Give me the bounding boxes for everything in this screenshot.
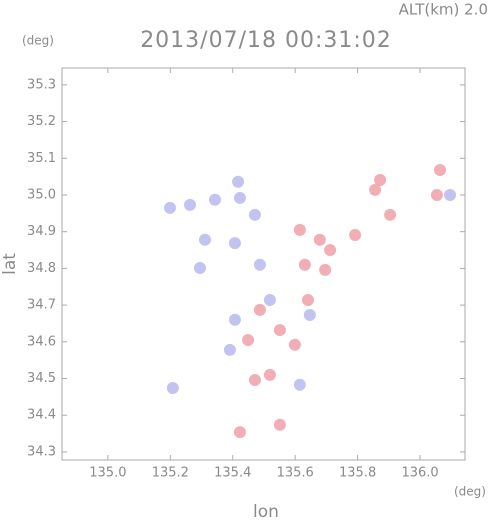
radar-echo [288,338,301,351]
x-tick-label: 135.6 [277,466,314,481]
y-axis-label: lat [0,253,20,275]
radar-echo [293,223,306,236]
x-unit: (deg) [454,485,486,499]
radar-echo [248,373,261,386]
radar-echo [228,313,241,326]
y-tick-label: 35.3 [27,77,56,92]
y-tick-label: 34.8 [27,261,56,276]
y-tick-label: 35.2 [27,114,56,129]
y-tick-label: 35.1 [27,151,56,166]
x-tick-label: 135.0 [89,466,126,481]
radar-echo [183,198,196,211]
radar-echo [273,324,286,337]
radar-echo [232,175,245,188]
x-tick-label: 135.4 [214,466,251,481]
radar-echo [263,293,276,306]
radar-echo [198,233,211,246]
radar-echo [233,191,246,204]
radar-echo [324,244,337,257]
radar-echo [444,188,457,201]
radar-echo [228,237,241,250]
y-tick-label: 34.7 [27,298,56,313]
radar-echo [164,201,177,214]
radar-echo [223,343,236,356]
x-tick-label: 135.2 [152,466,189,481]
radar-echo [301,293,314,306]
radar-echo [384,208,397,221]
y-tick-label: 34.4 [27,408,56,423]
x-tick-label: 136.0 [401,466,438,481]
radar-echo [303,309,316,322]
x-axis-label: lon [253,502,279,521]
plot-frame [61,67,466,461]
radar-echo [193,262,206,275]
y-tick-label: 34.9 [27,224,56,239]
radar-echo [293,378,306,391]
radar-echo [434,164,447,177]
subtitle: ALT(km) 2.0 [399,1,488,19]
radar-echo [166,382,179,395]
radar-echo [208,193,221,206]
y-tick-label: 34.3 [27,444,56,459]
y-tick-label: 34.6 [27,334,56,349]
radar-echo [273,418,286,431]
radar-echo [349,229,362,242]
radar-echo [248,208,261,221]
chart-title: 2013/07/18 00:31:02 [140,28,392,53]
y-tick-label: 35.0 [27,187,56,202]
radar-echo [369,183,382,196]
radar-echo [253,303,266,316]
radar-echo [233,426,246,439]
radar-echo [242,333,255,346]
radar-echo [319,263,332,276]
y-tick-label: 34.5 [27,371,56,386]
y-unit: (deg) [22,34,54,48]
radar-echo [374,173,387,186]
radar-echo [298,258,311,271]
x-tick-label: 135.8 [339,466,376,481]
radar-echo [313,233,326,246]
radar-echo [253,258,266,271]
radar-echo [263,368,276,381]
radar-echo [430,188,443,201]
